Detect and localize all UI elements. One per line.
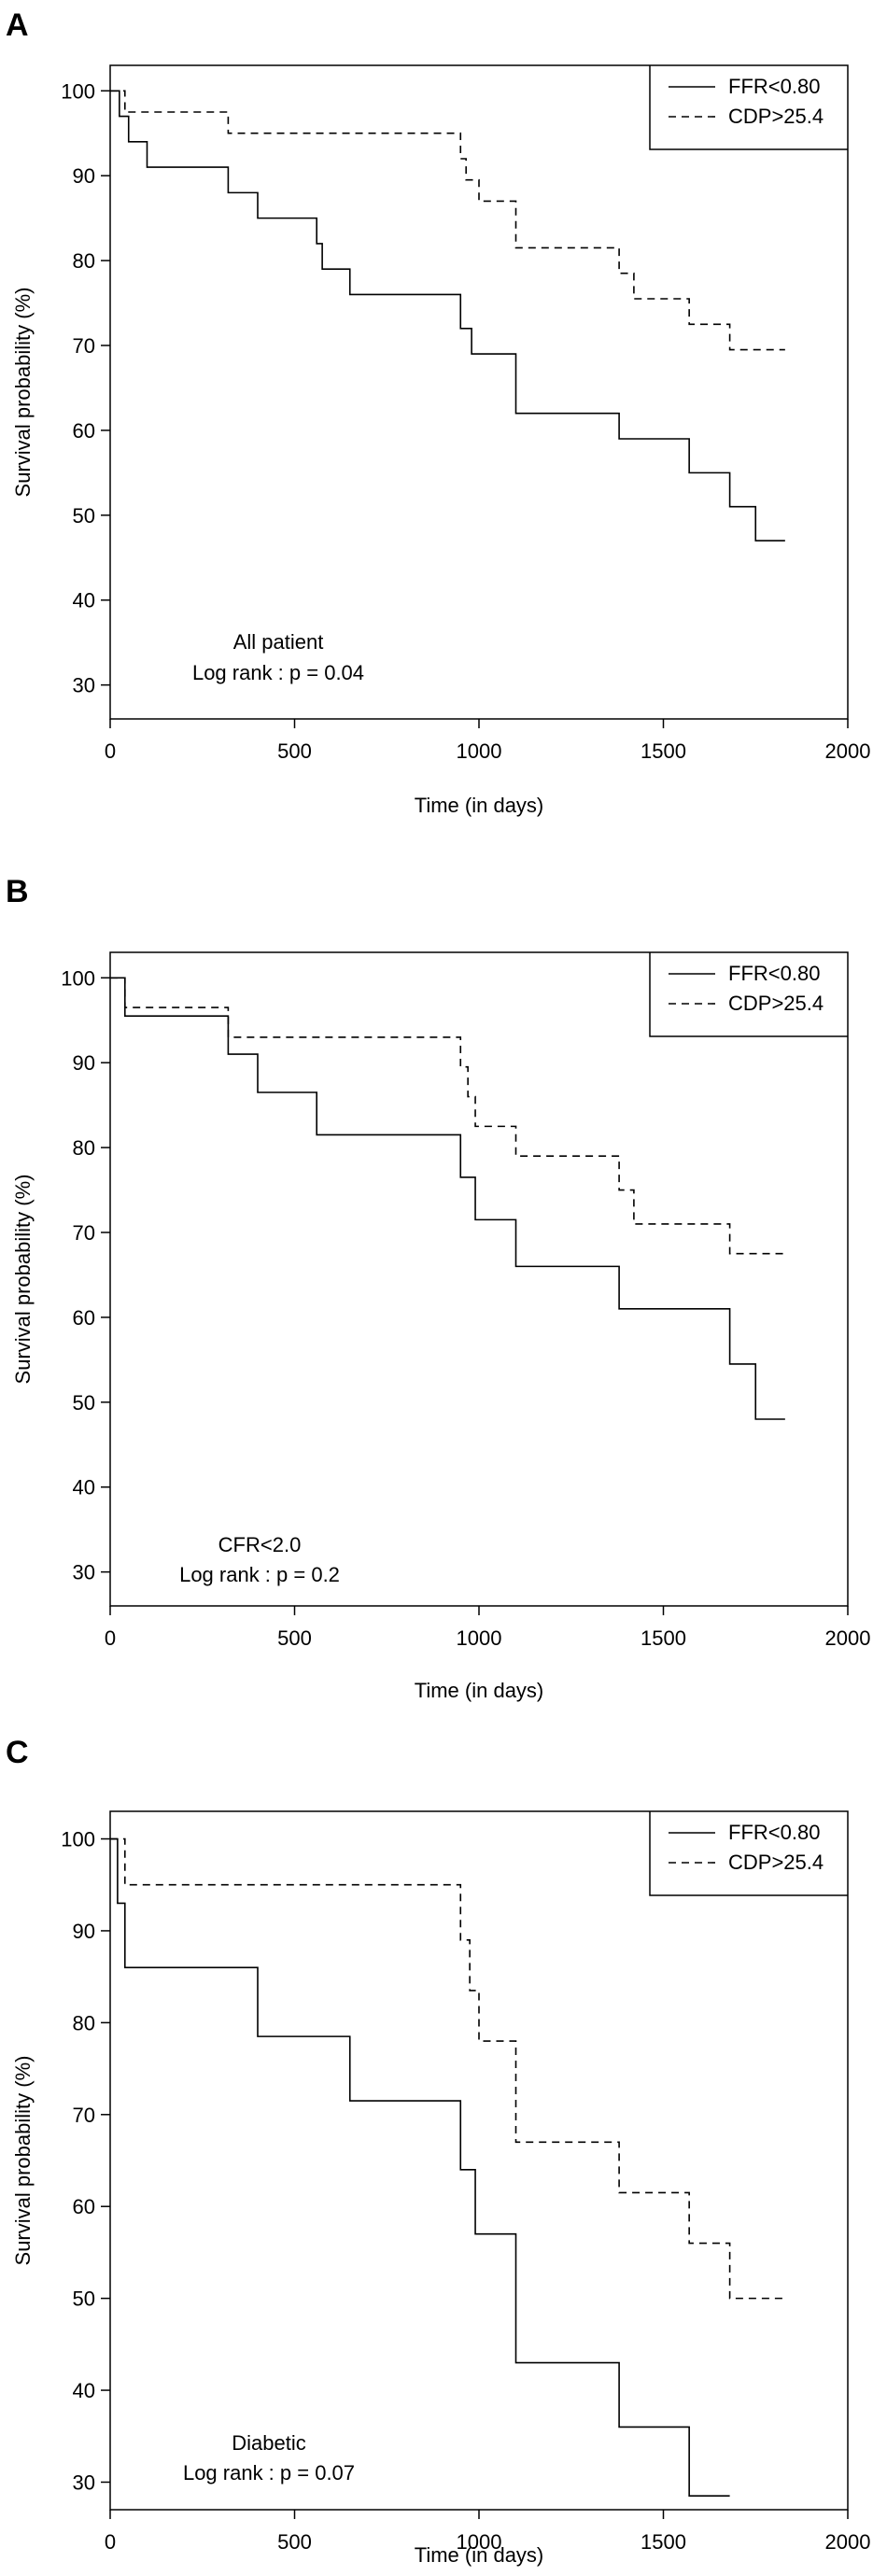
x-tick-label: 0 [105,1626,116,1650]
x-axis-label: Time (in days) [415,2543,544,2567]
y-tick-label: 80 [73,249,95,273]
survival-curve-ffr [110,1837,730,2498]
legend-box [649,952,848,1037]
x-axis-label: Time (in days) [415,794,544,817]
y-tick-label: 40 [73,2379,95,2402]
panel-letter-b: B [6,874,29,909]
x-tick-label: 0 [105,2530,116,2554]
x-axis-label: Time (in days) [415,1679,544,1702]
y-tick-label: 40 [73,1476,95,1499]
y-tick-label: 60 [73,419,95,443]
legend-label: FFR<0.80 [728,75,820,98]
y-tick-label: 70 [73,2104,95,2127]
y-tick-label: 80 [73,1136,95,1160]
x-tick-label: 0 [105,739,116,763]
legend-label: FFR<0.80 [728,962,820,985]
annotation-logrank: Log rank : p = 0.2 [179,1563,340,1586]
y-tick-label: 90 [73,1051,95,1075]
y-tick-label: 40 [73,589,95,612]
y-tick-label: 60 [73,2195,95,2218]
chart-panel-b: B 0 500 1000 1500 2000 30 40 50 60 70 80 90 100 Time (… [6,874,870,1702]
chart-panel-a: A 0 500 1000 1500 2000 30 40 50 60 70 80 90 100 Time (… [6,7,870,817]
y-tick-label: 80 [73,2011,95,2034]
panel-letter-c: C [6,1735,29,1770]
y-tick-label: 50 [73,2287,95,2311]
legend-label: CDP>25.4 [728,1851,824,1874]
x-tick-label: 2000 [825,1626,871,1650]
x-tick-label: 2000 [825,2530,871,2554]
x-tick-label: 2000 [825,739,871,763]
legend: FFR<0.80 CDP>25.4 [649,952,848,1037]
legend-label: CDP>25.4 [728,992,824,1015]
legend-label: CDP>25.4 [728,105,824,128]
y-tick-label: 50 [73,504,95,528]
legend: FFR<0.80 CDP>25.4 [649,65,848,150]
y-tick-label: 30 [73,2470,95,2494]
y-axis-label: Survival probability (%) [11,1175,35,1385]
legend-box [649,65,848,150]
y-tick-label: 100 [61,1828,95,1851]
annotation-subgroup: All patient [233,630,324,654]
y-tick-label: 90 [73,1920,95,1943]
panel-letter-a: A [6,7,29,43]
annotation-logrank: Log rank : p = 0.04 [192,661,364,684]
x-tick-label: 1500 [641,739,686,763]
legend-label: FFR<0.80 [728,1821,820,1844]
x-tick-label: 1000 [457,739,502,763]
y-tick-label: 90 [73,164,95,188]
x-tick-label: 1500 [641,1626,686,1650]
y-tick-label: 70 [73,1221,95,1245]
x-tick-label: 1000 [457,2530,502,2554]
chart-panel-c: C 0 500 1000 1500 2000 30 40 50 60 70 80 90 100 Time (… [6,1735,870,2567]
x-tick-label: 500 [277,739,312,763]
y-axis-label: Survival probability (%) [11,2056,35,2266]
y-tick-label: 50 [73,1391,95,1415]
x-tick-label: 1000 [457,1626,502,1650]
x-tick-label: 500 [277,1626,312,1650]
legend-box [649,1811,848,1896]
y-tick-label: 60 [73,1306,95,1330]
y-tick-label: 30 [73,674,95,697]
survival-curve-cdp [110,90,785,351]
annotation-subgroup: CFR<2.0 [218,1533,302,1556]
annotation-logrank: Log rank : p = 0.07 [183,2461,355,2485]
y-tick-label: 100 [61,966,95,990]
y-tick-label: 100 [61,79,95,103]
x-tick-label: 500 [277,2530,312,2554]
legend: FFR<0.80 CDP>25.4 [649,1811,848,1896]
x-tick-label: 1500 [641,2530,686,2554]
y-tick-label: 70 [73,334,95,358]
y-tick-label: 30 [73,1561,95,1584]
survival-curve-ffr [110,90,785,542]
survival-curve-cdp [110,977,785,1255]
survival-curve-cdp [110,1837,785,2300]
y-axis-label: Survival probability (%) [11,288,35,498]
annotation-subgroup: Diabetic [232,2431,305,2455]
